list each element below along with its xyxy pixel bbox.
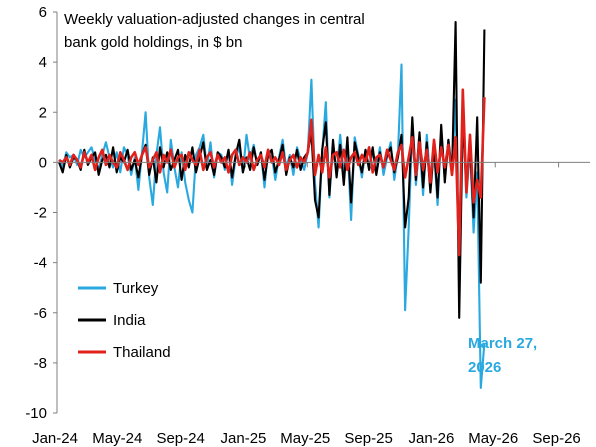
y-tick-label: -4 [34,255,47,272]
legend-label-thailand: Thailand [113,344,171,361]
y-tick-label: 6 [39,4,47,21]
annotation: March 27, 2026 [468,335,537,376]
annotation-line-1: March 27, [468,335,537,352]
y-tick-label: 2 [39,104,47,121]
x-tick-label: May-25 [280,430,330,447]
legend-label-turkey: Turkey [113,280,159,297]
legend: Turkey India Thailand [78,280,171,361]
x-tick-label: Jan-24 [32,430,78,447]
y-tick-label: 0 [39,154,47,171]
chart-title: Weekly valuation-adjusted changes in cen… [64,11,365,51]
series-layer [58,20,486,389]
x-tick-label: Sep-24 [156,430,204,447]
y-tick-label: -10 [25,405,47,422]
x-tick-label: May-24 [92,430,142,447]
annotation-line-2: 2026 [468,359,501,376]
y-tick-label: -2 [34,205,47,222]
x-tick-label: Sep-26 [532,430,580,447]
x-tick-label: May-26 [468,430,518,447]
chart-title-line-1: Weekly valuation-adjusted changes in cen… [64,11,365,28]
x-tick-label: Jan-26 [409,430,455,447]
x-tick-label: Sep-25 [344,430,392,447]
y-tick-label: -8 [34,355,47,372]
y-tick-label: 4 [39,54,47,71]
series-line-turkey [58,63,486,389]
chart-title-line-2: bank gold holdings, in $ bn [64,34,242,51]
x-tick-label: Jan-25 [221,430,267,447]
legend-label-india: India [113,312,146,329]
axes-layer: 6 4 2 0 -2 -4 -6 -8 -10 Jan-24 May-24 Sep-24 Jan-25 M… [25,4,590,447]
y-tick-label: -6 [34,305,47,322]
